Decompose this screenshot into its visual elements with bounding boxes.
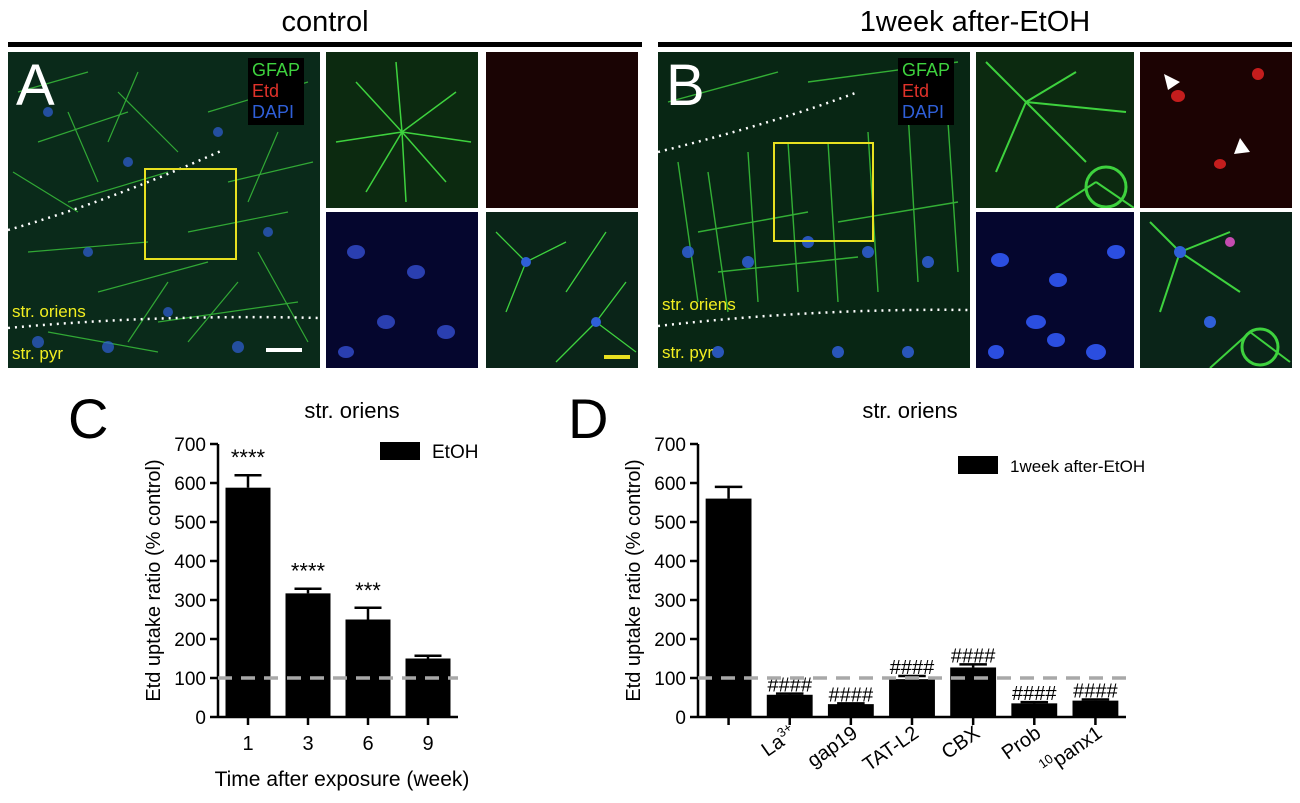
significance-label: *** — [355, 578, 381, 603]
bar — [950, 667, 997, 717]
significance-label: #### — [1012, 683, 1057, 705]
y-tick-label: 400 — [174, 552, 206, 573]
x-tick-label: TAT-L2 — [859, 722, 923, 776]
panel-b-gfap-inset — [976, 52, 1134, 208]
y-axis-label: Etd uptake ratio (% control) — [143, 459, 165, 701]
panel-a-channel-legend: GFAP Etd DAPI — [248, 58, 305, 125]
panel-a-header-rule — [8, 42, 642, 47]
panel-b-etd-inset — [1140, 52, 1292, 208]
panel-a-region-bottom: str. pyr — [12, 344, 64, 363]
panel-b-header-rule — [658, 42, 1292, 47]
legend-etd: Etd — [252, 81, 280, 101]
x-axis-label: Time after exposure (week) — [215, 768, 470, 791]
y-tick-label: 0 — [675, 708, 686, 729]
x-tick-label: 6 — [362, 733, 373, 755]
y-axis-label: Etd uptake ratio (% control) — [623, 459, 645, 701]
y-tick-label: 400 — [654, 552, 686, 573]
panel-a-gfap-inset — [326, 52, 478, 208]
legend-swatch — [958, 456, 998, 474]
y-tick-label: 700 — [174, 435, 206, 456]
significance-label: #### — [1073, 680, 1118, 702]
bar — [285, 593, 331, 717]
panel-a-dapi-inset — [326, 212, 478, 368]
panel-a-header: control — [281, 6, 369, 38]
bar — [889, 679, 935, 717]
panel-a-merge-inset — [486, 212, 638, 368]
bar — [827, 704, 874, 717]
arrowhead-icon — [1234, 138, 1250, 154]
legend-gfap: GFAP — [252, 60, 301, 80]
y-tick-label: 100 — [654, 669, 686, 690]
panel-b-merge-inset — [1140, 212, 1292, 368]
y-tick-label: 100 — [174, 669, 206, 690]
panel-a-etd-inset — [486, 52, 638, 208]
x-tick-label: 10panx1 — [1035, 720, 1106, 780]
panel-letter: D — [568, 387, 608, 450]
y-tick-label: 500 — [174, 513, 206, 534]
bar — [705, 498, 752, 717]
panel-a-region-top: str. oriens — [12, 302, 86, 321]
panel-b-region-top: str. oriens — [662, 295, 736, 314]
panel-b-dapi-inset — [976, 212, 1134, 368]
x-tick-label: 9 — [422, 733, 433, 755]
significance-label: #### — [890, 657, 935, 679]
legend-label: 1week after-EtOH — [1010, 457, 1145, 476]
y-tick-label: 200 — [174, 630, 206, 651]
panel-letter: C — [68, 387, 108, 450]
legend-swatch — [380, 442, 420, 460]
panel-b-region-bottom: str. pyr — [662, 343, 714, 362]
significance-label: #### — [767, 675, 812, 697]
x-tick-label: CBX — [938, 722, 984, 764]
y-tick-label: 300 — [174, 591, 206, 612]
panel-b-letter: B — [666, 53, 705, 118]
y-tick-label: 500 — [654, 513, 686, 534]
panel-a-letter: A — [16, 53, 55, 118]
legend-dapi: DAPI — [252, 102, 295, 122]
legend-label: EtOH — [432, 442, 478, 463]
bar — [345, 619, 391, 717]
bar — [1011, 703, 1058, 717]
bar — [405, 658, 451, 717]
significance-label: #### — [951, 645, 996, 667]
panel-a-main-micrograph: A GFAP Etd DAPI str. oriens str. pyr — [8, 52, 320, 368]
arrowhead-icon — [1164, 74, 1180, 90]
legend-gfap: GFAP — [902, 60, 951, 80]
y-tick-label: 200 — [654, 630, 686, 651]
x-tick-label: La3+ — [756, 720, 801, 762]
x-tick-label: gap19 — [804, 722, 862, 772]
panel-b-header: 1week after-EtOH — [859, 6, 1091, 38]
x-tick-label: 3 — [302, 733, 313, 755]
bar — [1072, 700, 1119, 717]
legend-dapi: DAPI — [902, 102, 945, 122]
chart-title: str. oriens — [304, 398, 399, 423]
y-tick-label: 600 — [174, 474, 206, 495]
significance-label: **** — [291, 559, 326, 584]
bar — [766, 694, 813, 717]
significance-label: #### — [829, 684, 874, 706]
y-tick-label: 0 — [195, 708, 206, 729]
significance-label: **** — [231, 445, 266, 470]
y-tick-label: 300 — [654, 591, 686, 612]
legend-etd: Etd — [902, 81, 930, 101]
chart-title: str. oriens — [862, 398, 957, 423]
panel-b-main-micrograph: B GFAP Etd DAPI str. oriens str. pyr — [658, 52, 970, 368]
panel-b-channel-legend: GFAP Etd DAPI — [898, 58, 955, 125]
y-tick-label: 600 — [654, 474, 686, 495]
y-tick-label: 700 — [654, 435, 686, 456]
x-tick-label: 1 — [242, 733, 253, 755]
